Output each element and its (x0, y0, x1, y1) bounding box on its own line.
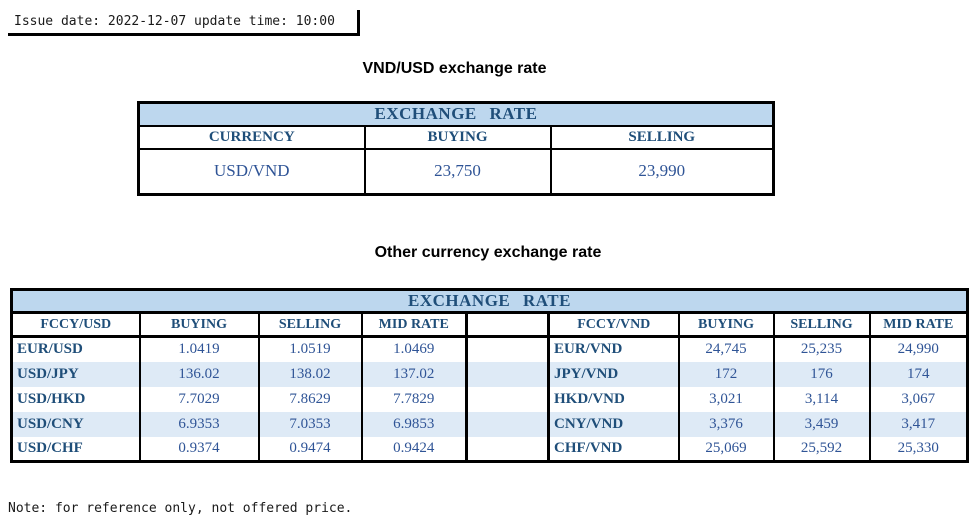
exchange-rate-band: EXCHANGE RATE (137, 101, 775, 127)
header-fccy-usd: FCCY/USD (10, 312, 141, 338)
pair-cell: USD/HKD (10, 386, 141, 412)
header-mid-rate-right: MID RATE (868, 312, 969, 338)
selling-cell: 138.02 (257, 361, 363, 387)
mid-rate-cell: 3,417 (868, 411, 969, 437)
buying-cell: 23,750 (363, 147, 552, 196)
spacer-cell (465, 411, 550, 437)
pair-cell: HKD/VND (547, 386, 680, 412)
issue-date-text: Issue date: 2022-12-07 update time: 10:0… (14, 14, 335, 29)
header-mid-rate-left: MID RATE (360, 312, 468, 338)
header-selling-left: SELLING (257, 312, 363, 338)
buying-cell: 136.02 (138, 361, 260, 387)
mid-rate-cell: 174 (868, 361, 969, 387)
selling-cell: 23,990 (549, 147, 775, 196)
pair-cell: EUR/USD (10, 336, 141, 362)
selling-cell: 25,592 (772, 436, 871, 462)
pair-cell: USD/JPY (10, 361, 141, 387)
pair-cell: CHF/VND (547, 436, 680, 462)
buying-cell: 25,069 (677, 436, 775, 462)
reference-note: Note: for reference only, not offered pr… (8, 501, 353, 516)
selling-cell: 7.8629 (257, 386, 363, 412)
vnd-usd-exchange-table: EXCHANGE RATE CURRENCY BUYING SELLING US… (137, 101, 776, 196)
table-header-row: CURRENCY BUYING SELLING (137, 124, 775, 150)
pair-cell: CNY/VND (547, 411, 680, 437)
buying-cell: 1.0419 (138, 336, 260, 362)
exchange-rate-band: EXCHANGE RATE (10, 289, 969, 314)
mid-rate-cell: 6.9853 (360, 411, 468, 437)
mid-rate-cell: 3,067 (868, 386, 969, 412)
header-buying-right: BUYING (677, 312, 775, 338)
selling-cell: 1.0519 (257, 336, 363, 362)
table-row: EUR/USD 1.0419 1.0519 1.0469 EUR/VND 24,… (10, 336, 969, 362)
other-currency-exchange-table: EXCHANGE RATE FCCY/USD BUYING SELLING MI… (10, 288, 970, 463)
buying-cell: 172 (677, 361, 775, 387)
selling-cell: 3,459 (772, 411, 871, 437)
table-row: USD/VND 23,750 23,990 (137, 147, 775, 196)
header-buying: BUYING (363, 124, 552, 150)
currency-cell: USD/VND (137, 147, 366, 196)
issue-date-box: Issue date: 2022-12-07 update time: 10:0… (8, 10, 360, 36)
table-row: USD/HKD 7.7029 7.8629 7.7829 HKD/VND 3,0… (10, 386, 969, 412)
header-selling: SELLING (549, 124, 775, 150)
selling-cell: 7.0353 (257, 411, 363, 437)
buying-cell: 6.9353 (138, 411, 260, 437)
table-band-row: EXCHANGE RATE (137, 101, 775, 127)
buying-cell: 3,376 (677, 411, 775, 437)
mid-rate-cell: 7.7829 (360, 386, 468, 412)
spacer-cell (465, 312, 550, 338)
mid-rate-cell: 25,330 (868, 436, 969, 462)
header-selling-right: SELLING (772, 312, 871, 338)
buying-cell: 24,745 (677, 336, 775, 362)
pair-cell: USD/CNY (10, 411, 141, 437)
spacer-cell (465, 361, 550, 387)
selling-cell: 3,114 (772, 386, 871, 412)
vnd-usd-section-title: VND/USD exchange rate (362, 60, 547, 77)
spacer-cell (465, 436, 550, 462)
pair-cell: USD/CHF (10, 436, 141, 462)
selling-cell: 25,235 (772, 336, 871, 362)
mid-rate-cell: 1.0469 (360, 336, 468, 362)
spacer-cell (465, 336, 550, 362)
mid-rate-cell: 24,990 (868, 336, 969, 362)
pair-cell: JPY/VND (547, 361, 680, 387)
mid-rate-cell: 137.02 (360, 361, 468, 387)
buying-cell: 3,021 (677, 386, 775, 412)
buying-cell: 7.7029 (138, 386, 260, 412)
spacer-cell (465, 386, 550, 412)
table-band-row: EXCHANGE RATE (10, 289, 969, 314)
other-currency-section-title: Other currency exchange rate (374, 244, 602, 261)
pair-cell: EUR/VND (547, 336, 680, 362)
selling-cell: 0.9474 (257, 436, 363, 462)
mid-rate-cell: 0.9424 (360, 436, 468, 462)
table-row: USD/CHF 0.9374 0.9474 0.9424 CHF/VND 25,… (10, 436, 969, 462)
header-currency: CURRENCY (137, 124, 366, 150)
table-row: USD/CNY 6.9353 7.0353 6.9853 CNY/VND 3,3… (10, 411, 969, 437)
buying-cell: 0.9374 (138, 436, 260, 462)
header-buying-left: BUYING (138, 312, 260, 338)
selling-cell: 176 (772, 361, 871, 387)
table-row: USD/JPY 136.02 138.02 137.02 JPY/VND 172… (10, 361, 969, 387)
header-fccy-vnd: FCCY/VND (547, 312, 680, 338)
table-header-row: FCCY/USD BUYING SELLING MID RATE FCCY/VN… (10, 312, 969, 338)
